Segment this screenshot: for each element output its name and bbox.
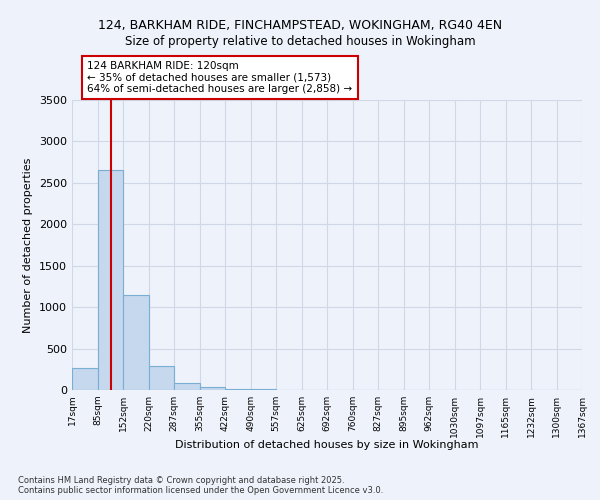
Bar — [98, 170, 123, 390]
Bar — [149, 366, 174, 390]
Bar — [72, 368, 98, 390]
Bar — [123, 294, 149, 390]
Text: Contains HM Land Registry data © Crown copyright and database right 2025.
Contai: Contains HM Land Registry data © Crown c… — [18, 476, 383, 495]
Text: 124 BARKHAM RIDE: 120sqm
← 35% of detached houses are smaller (1,573)
64% of sem: 124 BARKHAM RIDE: 120sqm ← 35% of detach… — [88, 61, 352, 94]
X-axis label: Distribution of detached houses by size in Wokingham: Distribution of detached houses by size … — [175, 440, 479, 450]
Text: Size of property relative to detached houses in Wokingham: Size of property relative to detached ho… — [125, 34, 475, 48]
Bar — [200, 387, 225, 390]
Bar — [174, 384, 200, 390]
Text: 124, BARKHAM RIDE, FINCHAMPSTEAD, WOKINGHAM, RG40 4EN: 124, BARKHAM RIDE, FINCHAMPSTEAD, WOKING… — [98, 20, 502, 32]
Y-axis label: Number of detached properties: Number of detached properties — [23, 158, 34, 332]
Bar — [225, 389, 251, 390]
